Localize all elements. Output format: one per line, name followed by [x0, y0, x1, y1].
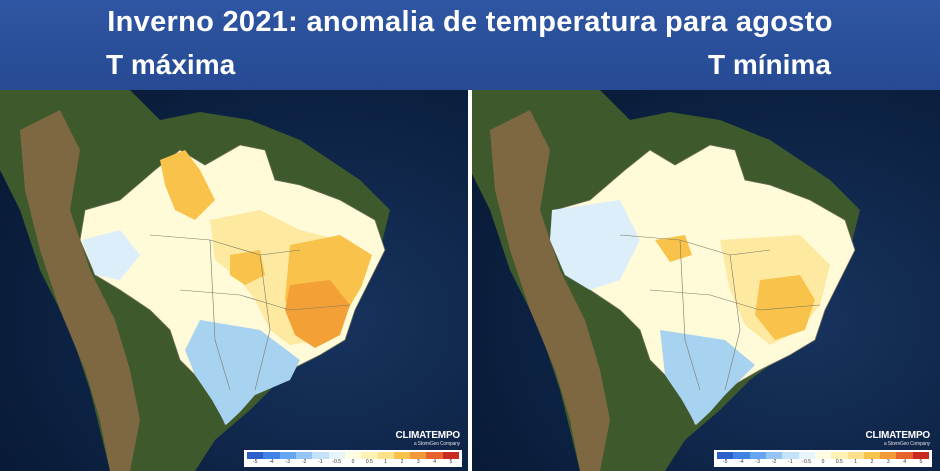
legend-tick: 0.5: [835, 459, 843, 465]
warm-region-core: [285, 280, 350, 348]
legend-swatch: [814, 452, 832, 459]
legend-tick: -0.5: [332, 459, 342, 465]
legend-swatch: [328, 452, 345, 459]
climatempo-logo: CLIMATEMPO a StormGeo Company: [865, 430, 931, 447]
legend-bar: [247, 452, 460, 459]
legend-swatch: [442, 452, 460, 459]
legend-tick: 5: [449, 459, 453, 465]
warm-region-core: [755, 275, 815, 340]
legend-tick: -3: [755, 459, 760, 465]
anomaly-map-max: [0, 90, 470, 471]
legend-tick: 4: [903, 459, 906, 465]
andes-terrain: [490, 110, 610, 471]
header-banner: Inverno 2021: anomalia de temperatura pa…: [0, 0, 940, 90]
panel-divider: [468, 90, 472, 471]
andes-terrain: [20, 110, 140, 471]
legend-ticks: -5 -4 -3 -2 -1 -0.5 0 0.5 1 2 3 4 5: [717, 459, 929, 466]
legend-tick: -5: [722, 459, 728, 465]
map-panel-min: CLIMATEMPO a StormGeo Company -5 -4 -3 -2 -1…: [470, 90, 940, 471]
subtitle-max-temp: T máxima: [106, 49, 236, 80]
legend-swatch: [798, 452, 815, 459]
legend-swatch: [765, 452, 783, 459]
legend-swatch: [295, 452, 313, 459]
cold-region-south: [660, 330, 755, 425]
legend-tick: -2: [301, 459, 307, 465]
legend-swatch: [847, 452, 864, 459]
legend-swatch: [896, 452, 913, 459]
legend-tick: -2: [771, 459, 777, 465]
warm-region-north: [160, 150, 215, 220]
climatempo-logo: CLIMATEMPO a StormGeo Company: [395, 430, 461, 447]
legend-swatch: [263, 452, 280, 459]
subtitle-min-temp: T mínima: [708, 49, 831, 80]
cold-region-south: [185, 320, 300, 425]
legend-tick: 3: [416, 459, 420, 465]
legend-swatch: [393, 452, 411, 459]
color-scale-legend: -5 -4 -3 -2 -1 -0.5 0 0.5 1 2 3 4 5: [714, 450, 932, 467]
legend-tick: 1: [384, 459, 388, 465]
legend-tick: 3: [886, 459, 890, 465]
legend-swatch: [717, 452, 734, 459]
legend-swatch: [749, 452, 766, 459]
legend-swatch: [880, 452, 897, 459]
legend-swatch: [426, 452, 443, 459]
color-scale-legend: -5 -4 -3 -2 -1 -0.5 0 0.5 1 2 3 4 5: [244, 450, 462, 467]
legend-tick: -0.5: [802, 459, 812, 465]
state-borders: [149, 234, 351, 391]
legend-tick: -1: [318, 459, 323, 465]
legend-swatch: [733, 452, 750, 459]
legend-tick: -3: [285, 459, 290, 465]
legend-tick: 0: [351, 459, 355, 465]
legend-tick: 2: [870, 459, 874, 465]
legend-ticks: -5 -4 -3 -2 -1 -0.5 0 0.5 1 2 3 4 5: [247, 459, 459, 466]
brazil-anomaly-base: [79, 144, 386, 426]
legend-swatch: [344, 452, 362, 459]
legend-tick: 0: [821, 459, 825, 465]
cold-region-west: [550, 200, 640, 290]
legend-swatch: [782, 452, 799, 459]
map-panel-max: CLIMATEMPO a StormGeo Company -5 -4 -3 -2 -1…: [0, 90, 470, 471]
legend-swatch: [912, 452, 930, 459]
legend-swatch: [377, 452, 394, 459]
legend-tick: 1: [854, 459, 858, 465]
legend-tick: -4: [269, 459, 274, 465]
legend-tick: -1: [788, 459, 793, 465]
legend-swatch: [361, 452, 378, 459]
legend-tick: -4: [739, 459, 744, 465]
anomaly-map-min: [470, 90, 940, 471]
warm-patch-west: [230, 250, 265, 285]
legend-tick: 2: [400, 459, 404, 465]
legend-swatch: [410, 452, 427, 459]
warm-patch-west: [655, 235, 692, 262]
legend-swatch: [279, 452, 296, 459]
state-borders: [619, 234, 821, 391]
cold-region-west: [82, 230, 140, 280]
legend-bar: [717, 452, 930, 459]
legend-swatch: [312, 452, 329, 459]
page-title: Inverno 2021: anomalia de temperatura pa…: [107, 6, 833, 38]
legend-swatch: [863, 452, 881, 459]
legend-tick: -5: [252, 459, 258, 465]
legend-swatch: [247, 452, 264, 459]
legend-tick: 0.5: [365, 459, 373, 465]
legend-tick: 5: [919, 459, 923, 465]
legend-tick: 4: [433, 459, 436, 465]
legend-swatch: [831, 452, 848, 459]
